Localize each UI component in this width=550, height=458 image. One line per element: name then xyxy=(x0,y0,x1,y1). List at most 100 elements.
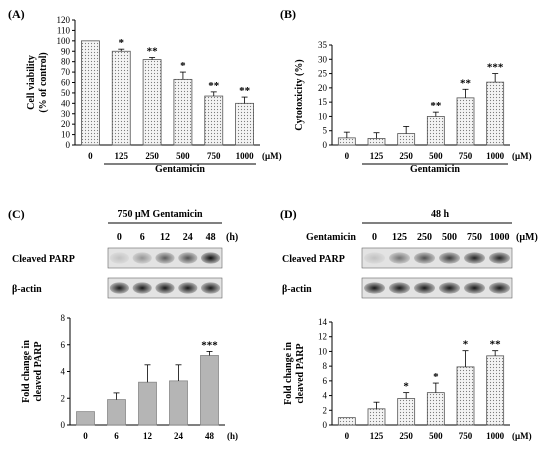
x-axis-label: Gentamicin xyxy=(155,164,205,175)
blot-header-d: 48 h xyxy=(431,209,450,220)
x-tick-label: 125 xyxy=(370,431,384,441)
blot-band xyxy=(178,282,198,294)
significance-label: ** xyxy=(208,80,220,92)
y-tick-label: 90 xyxy=(61,46,71,56)
bar xyxy=(367,408,386,426)
significance-label: *** xyxy=(201,339,218,351)
blot-band xyxy=(389,252,410,264)
chart-b: 0 5 10 15 20 25 30 35 Cytotoxicity (%) 0 125 250 ** 5… xyxy=(294,40,532,175)
blot-lane-label: 750 xyxy=(467,232,482,243)
y-tick-label: 0 xyxy=(61,420,66,430)
bar xyxy=(81,40,100,146)
y-axis-label-line: cleaved PARP xyxy=(33,341,44,401)
y-tick-label: 2 xyxy=(61,393,66,403)
y-axis-label-line: Cytotoxicity (%) xyxy=(294,59,305,130)
blot-lane-label: 0 xyxy=(117,232,122,243)
x-tick-label: 24 xyxy=(174,431,184,441)
x-tick-label: 1000 xyxy=(236,151,255,161)
blot-row-label: β-actin xyxy=(12,284,42,295)
blot-band xyxy=(132,252,152,264)
blot-lane-label: 0 xyxy=(372,232,377,243)
panel-label-c: (C) xyxy=(8,207,25,221)
blot-lane-label: 24 xyxy=(183,232,193,243)
y-tick-label: 4 xyxy=(323,391,328,401)
bar xyxy=(200,355,219,426)
blot-lane-label: 125 xyxy=(392,232,407,243)
x-unit-label: (μM) xyxy=(262,151,282,161)
y-tick-label: 12 xyxy=(318,332,327,342)
x-tick-label: 500 xyxy=(176,151,190,161)
y-axis-label: Cytotoxicity (%) xyxy=(294,59,305,130)
blot-band xyxy=(414,282,435,294)
significance-label: * xyxy=(119,37,125,49)
y-tick-label: 60 xyxy=(61,78,71,88)
significance-label: ** xyxy=(147,46,159,58)
y-tick-label: 50 xyxy=(61,88,71,98)
x-tick-label: 12 xyxy=(143,431,153,441)
significance-label: ** xyxy=(460,77,472,89)
y-tick-label: 35 xyxy=(318,40,328,50)
bar xyxy=(107,399,126,426)
blot-c: 0 6 12 24 48 Cleaved PARP β-actin xyxy=(12,232,223,299)
y-tick-label: 10 xyxy=(318,111,328,121)
blot-band xyxy=(464,252,485,264)
x-tick-label: 500 xyxy=(429,431,443,441)
y-tick-label: 0 xyxy=(66,140,71,150)
bar xyxy=(426,116,445,146)
bar xyxy=(397,398,416,426)
y-tick-label: 8 xyxy=(61,313,66,323)
blot-row-label-d: Gentamicin xyxy=(306,232,356,243)
y-tick-label: 5 xyxy=(323,126,328,136)
y-tick-label: 120 xyxy=(57,15,71,25)
y-tick-label: 110 xyxy=(57,25,71,35)
blot-row-label: Cleaved PARP xyxy=(282,254,345,265)
blot-band xyxy=(464,282,485,294)
bar xyxy=(337,417,356,426)
x-tick-label: 0 xyxy=(345,431,350,441)
y-tick-label: 70 xyxy=(61,67,71,77)
bar xyxy=(111,50,131,146)
blot-layer: 0 6 12 24 48 Cleaved PARP β-actin 0 125 250 500 750… xyxy=(12,232,513,299)
x-tick-label: 125 xyxy=(115,151,129,161)
x-tick-label: 0 xyxy=(88,151,93,161)
blot-band xyxy=(201,282,221,294)
bar xyxy=(367,138,386,146)
blot-unit-d: (μM) xyxy=(516,232,538,243)
panel-label-b: (B) xyxy=(280,7,296,21)
blot-band xyxy=(364,282,385,294)
bar xyxy=(138,381,157,426)
bar xyxy=(76,411,95,426)
blot-lane-label: 250 xyxy=(417,232,432,243)
significance-label: ** xyxy=(490,339,502,351)
y-tick-label: 30 xyxy=(318,54,328,64)
y-tick-label: 15 xyxy=(318,97,328,107)
y-tick-label: 20 xyxy=(61,119,71,129)
blot-band xyxy=(364,252,385,264)
y-tick-label: 10 xyxy=(318,346,328,356)
panel-label-d: (D) xyxy=(280,207,297,221)
bar xyxy=(337,137,356,146)
y-tick-label: 20 xyxy=(318,83,328,93)
y-axis-label-line: cleaved PARP xyxy=(295,343,306,403)
blot-header-c: 750 μM Gentamicin xyxy=(117,209,203,220)
significance-label: * xyxy=(433,371,439,383)
blot-lane-label: 12 xyxy=(160,232,170,243)
y-axis-label: Cell viability(% of control) xyxy=(26,52,49,112)
blot-band xyxy=(489,252,510,264)
significance-label: *** xyxy=(487,62,504,74)
panel-label-a: (A) xyxy=(8,7,25,21)
bar xyxy=(204,95,224,146)
x-tick-label: 1000 xyxy=(486,431,505,441)
x-tick-label: 750 xyxy=(459,151,473,161)
y-tick-label: 4 xyxy=(61,367,66,377)
x-tick-label: 6 xyxy=(114,431,119,441)
x-tick-label: 500 xyxy=(429,151,443,161)
bar xyxy=(397,133,416,146)
bar xyxy=(235,102,254,146)
blot-band xyxy=(439,282,460,294)
y-tick-label: 25 xyxy=(318,69,328,79)
y-axis-label-line: Fold change in xyxy=(283,342,294,405)
